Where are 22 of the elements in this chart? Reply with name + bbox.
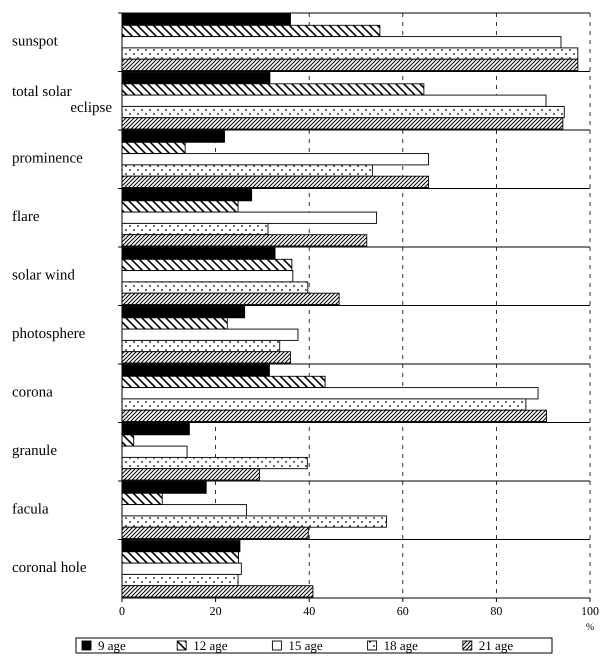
x-tick-label: 100 <box>581 604 599 618</box>
y-tick-label: facula <box>12 502 49 518</box>
legend-label: 9 age <box>98 638 126 653</box>
y-tick-label: prominence <box>12 150 84 167</box>
y-tick-label: flare <box>12 209 40 226</box>
x-tick-label: 20 <box>210 604 222 618</box>
x-tick-label: 40 <box>303 604 316 618</box>
legend-label: 21 age <box>478 638 514 653</box>
y-tick-label: granule <box>12 443 58 460</box>
legend-label: 12 age <box>193 638 228 653</box>
legend-label: 15 age <box>288 638 323 653</box>
y-tick-label: coronal hole <box>12 560 87 576</box>
y-tick-label: solar wind <box>12 268 76 284</box>
y-tick-label: corona <box>12 384 54 401</box>
x-axis-title: % <box>586 622 594 633</box>
y-tick-label: total solar eclipse <box>12 84 112 116</box>
y-tick-label: photosphere <box>12 326 86 342</box>
legend-label: 18 age <box>384 638 418 653</box>
x-tick-label: 60 <box>396 604 409 618</box>
x-tick-label: 0 <box>119 604 125 618</box>
y-tick-label: sunspot <box>12 34 59 50</box>
x-tick-label: 80 <box>490 604 502 618</box>
